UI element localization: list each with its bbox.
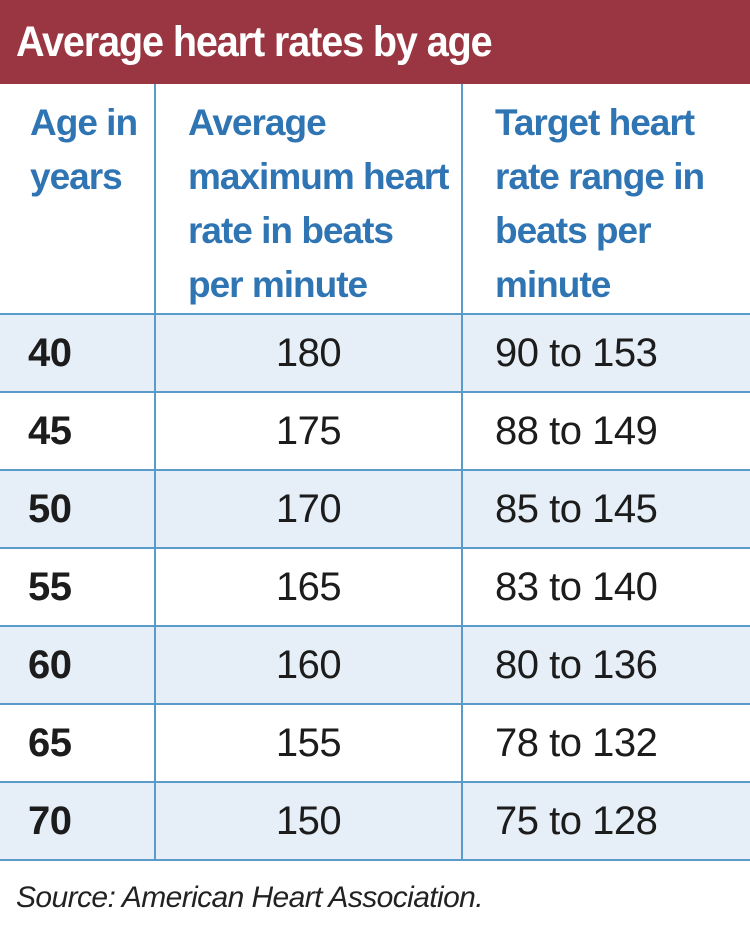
max-heart-rate-cell: 150 (155, 782, 463, 861)
max-heart-rate-cell: 175 (155, 392, 463, 471)
max-heart-rate-cell: 180 (155, 314, 463, 393)
title-bar: Average heart rates by age (0, 0, 750, 84)
target-range-cell: 85 to 145 (462, 470, 750, 549)
table-row: 40 180 90 to 153 (0, 314, 750, 393)
age-cell: 45 (0, 392, 156, 471)
target-range-cell: 75 to 128 (462, 782, 750, 861)
age-cell: 55 (0, 548, 156, 627)
max-heart-rate-cell: 160 (155, 626, 463, 705)
table-row: 50 170 85 to 145 (0, 470, 750, 549)
header-max-heart-rate: Average maximum heart rate in beats per … (155, 84, 463, 315)
header-row: Age in years Average maximum heart rate … (0, 84, 750, 315)
source-note: Source: American Heart Association. (0, 862, 750, 934)
max-heart-rate-cell: 165 (155, 548, 463, 627)
target-range-cell: 90 to 153 (462, 314, 750, 393)
table-row: 55 165 83 to 140 (0, 548, 750, 627)
table-row: 45 175 88 to 149 (0, 392, 750, 471)
target-range-cell: 88 to 149 (462, 392, 750, 471)
target-range-cell: 83 to 140 (462, 548, 750, 627)
target-range-cell: 78 to 132 (462, 704, 750, 783)
target-range-cell: 80 to 136 (462, 626, 750, 705)
table-row: 70 150 75 to 128 (0, 782, 750, 861)
table-body: 40 180 90 to 153 45 175 88 to 149 50 170 85 to 1… (0, 314, 750, 861)
age-cell: 50 (0, 470, 156, 549)
heart-rate-table: Age in years Average maximum heart rate … (0, 84, 750, 861)
age-cell: 70 (0, 782, 156, 861)
age-cell: 60 (0, 626, 156, 705)
age-cell: 65 (0, 704, 156, 783)
table-row: 60 160 80 to 136 (0, 626, 750, 705)
max-heart-rate-cell: 155 (155, 704, 463, 783)
header-age: Age in years (0, 84, 156, 315)
header-target-range: Target heart rate range in beats per min… (462, 84, 750, 315)
max-heart-rate-cell: 170 (155, 470, 463, 549)
age-cell: 40 (0, 314, 156, 393)
table-row: 65 155 78 to 132 (0, 704, 750, 783)
chart-title: Average heart rates by age (16, 17, 493, 66)
